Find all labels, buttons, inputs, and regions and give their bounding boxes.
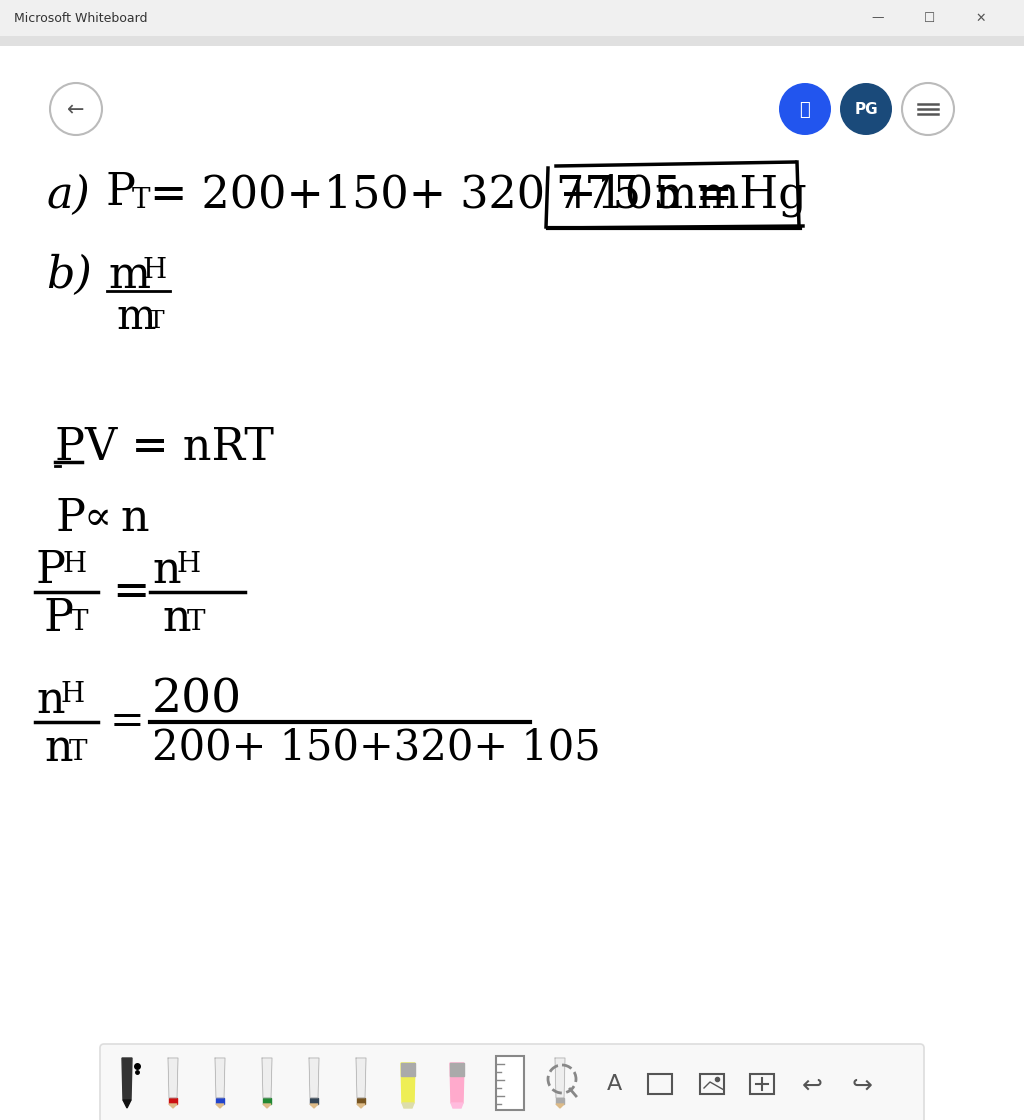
Text: P: P bbox=[44, 597, 74, 640]
Text: =: = bbox=[110, 701, 144, 743]
Polygon shape bbox=[555, 1058, 565, 1098]
Text: n: n bbox=[36, 679, 65, 721]
Text: H: H bbox=[61, 681, 85, 709]
Polygon shape bbox=[216, 1104, 224, 1108]
Circle shape bbox=[779, 83, 831, 136]
Polygon shape bbox=[168, 1058, 178, 1098]
Polygon shape bbox=[357, 1104, 365, 1108]
Polygon shape bbox=[450, 1063, 464, 1076]
Text: n: n bbox=[120, 496, 148, 540]
Text: Microsoft Whiteboard: Microsoft Whiteboard bbox=[14, 11, 147, 25]
Text: a): a) bbox=[46, 174, 90, 216]
Text: A: A bbox=[606, 1074, 622, 1094]
Text: ☐: ☐ bbox=[925, 11, 936, 25]
Polygon shape bbox=[122, 1058, 132, 1100]
Polygon shape bbox=[357, 1098, 365, 1104]
Polygon shape bbox=[450, 1063, 464, 1103]
Circle shape bbox=[840, 83, 892, 136]
Polygon shape bbox=[506, 1098, 514, 1104]
Polygon shape bbox=[505, 1058, 515, 1098]
Text: T: T bbox=[187, 609, 206, 636]
Text: P: P bbox=[106, 170, 136, 214]
Text: H: H bbox=[177, 551, 201, 579]
Text: 775 mmHg: 775 mmHg bbox=[556, 174, 807, 216]
Text: H: H bbox=[62, 551, 86, 579]
Text: n: n bbox=[44, 727, 73, 769]
FancyBboxPatch shape bbox=[100, 1044, 924, 1120]
Polygon shape bbox=[310, 1104, 318, 1108]
Text: = 200+150+ 320 +105 =: = 200+150+ 320 +105 = bbox=[150, 174, 733, 216]
Text: m: m bbox=[108, 253, 151, 297]
Polygon shape bbox=[310, 1098, 318, 1104]
Text: 🧑: 🧑 bbox=[800, 101, 810, 119]
Text: PV = nRT: PV = nRT bbox=[55, 426, 273, 468]
Text: T: T bbox=[69, 739, 87, 766]
Text: ∝: ∝ bbox=[83, 497, 112, 539]
Text: b): b) bbox=[46, 253, 92, 297]
Text: H: H bbox=[143, 258, 167, 284]
Text: T: T bbox=[132, 187, 151, 215]
Text: PG: PG bbox=[854, 103, 878, 118]
Polygon shape bbox=[356, 1058, 366, 1098]
Polygon shape bbox=[402, 1103, 414, 1108]
Text: —: — bbox=[871, 11, 885, 25]
Bar bbox=[496, 1056, 524, 1110]
Bar bbox=[0, 0, 1024, 36]
Text: =: = bbox=[112, 570, 150, 614]
Text: 200: 200 bbox=[152, 678, 242, 722]
Polygon shape bbox=[263, 1104, 271, 1108]
Polygon shape bbox=[506, 1104, 514, 1108]
Text: 200+ 150+320+ 105: 200+ 150+320+ 105 bbox=[152, 727, 601, 769]
Polygon shape bbox=[556, 1104, 564, 1108]
Polygon shape bbox=[169, 1104, 177, 1108]
Polygon shape bbox=[401, 1063, 415, 1103]
Polygon shape bbox=[262, 1058, 272, 1098]
Text: n: n bbox=[152, 549, 180, 591]
Polygon shape bbox=[215, 1058, 225, 1098]
Text: T: T bbox=[70, 609, 88, 636]
Polygon shape bbox=[169, 1098, 177, 1104]
Polygon shape bbox=[451, 1103, 463, 1108]
Text: ←: ← bbox=[68, 100, 85, 120]
Text: n: n bbox=[162, 597, 190, 640]
Text: ✕: ✕ bbox=[976, 11, 986, 25]
Text: m: m bbox=[116, 296, 156, 338]
Text: P: P bbox=[36, 549, 66, 591]
Text: T: T bbox=[148, 309, 165, 333]
Text: ↪: ↪ bbox=[852, 1074, 872, 1098]
Circle shape bbox=[902, 83, 954, 136]
Bar bbox=[750, 1074, 774, 1094]
Polygon shape bbox=[123, 1100, 131, 1108]
Text: ↩: ↩ bbox=[802, 1074, 822, 1098]
Polygon shape bbox=[263, 1098, 271, 1104]
Text: P: P bbox=[55, 496, 85, 540]
Bar bbox=[700, 1074, 724, 1094]
Circle shape bbox=[50, 83, 102, 136]
Polygon shape bbox=[309, 1058, 319, 1098]
Polygon shape bbox=[216, 1098, 224, 1104]
Polygon shape bbox=[401, 1063, 415, 1076]
Polygon shape bbox=[556, 1098, 564, 1104]
Bar bbox=[0, 36, 1024, 46]
Bar bbox=[648, 1074, 672, 1094]
